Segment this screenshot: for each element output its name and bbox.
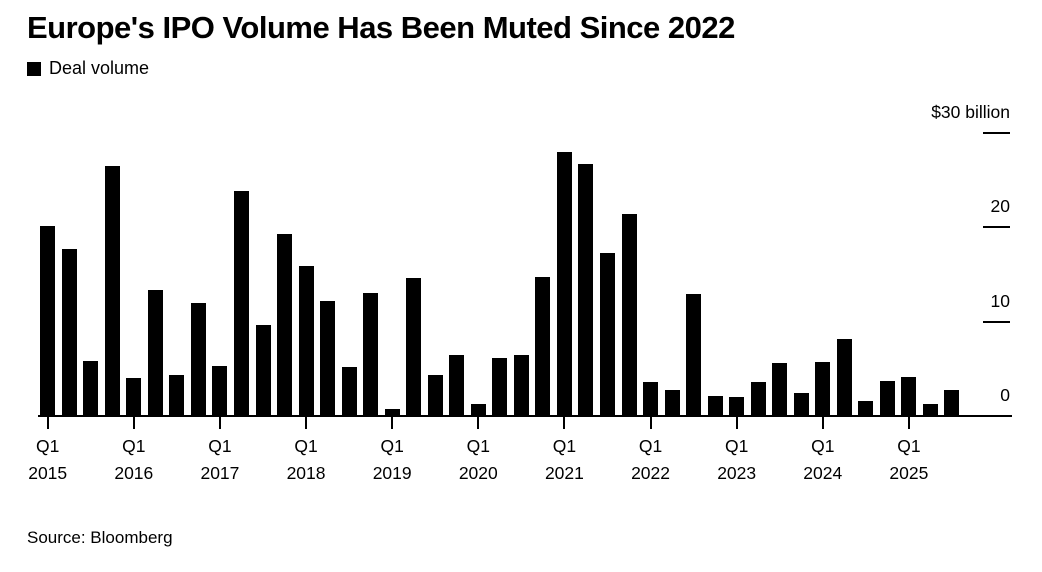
y-axis-tick-10 bbox=[983, 320, 1010, 323]
bar-q3-2017 bbox=[255, 325, 271, 416]
bar-q2-2016 bbox=[147, 290, 163, 416]
bar-q2-2015 bbox=[61, 248, 77, 416]
x-axis-tick-2020 bbox=[477, 417, 480, 429]
bar-q1-2021 bbox=[556, 152, 572, 416]
bar-q2-2024 bbox=[836, 339, 852, 416]
y-axis-label-10: 10 bbox=[990, 290, 1010, 311]
x-axis-tick-2022 bbox=[649, 417, 652, 429]
bar-q2-2020 bbox=[492, 358, 508, 416]
bar-q4-2023 bbox=[793, 393, 809, 416]
legend: Deal volume bbox=[27, 58, 149, 79]
x-axis-label-2021: Q1 2021 bbox=[544, 436, 584, 483]
y-axis-label-0: 0 bbox=[1000, 385, 1010, 405]
bar-q4-2022 bbox=[707, 396, 723, 416]
legend-swatch-icon bbox=[27, 61, 41, 76]
x-axis-tick-2019 bbox=[391, 417, 394, 429]
x-axis-label-2017: Q1 2017 bbox=[200, 436, 240, 483]
y-axis-label-20: 20 bbox=[990, 196, 1010, 216]
x-axis-label-2015: Q1 2015 bbox=[28, 436, 68, 483]
bar-q4-2015 bbox=[104, 165, 120, 416]
x-axis-tick-2025 bbox=[907, 417, 910, 429]
x-axis-label-2023: Q1 2023 bbox=[717, 436, 757, 483]
bar-q3-2022 bbox=[686, 294, 702, 416]
bar-q3-2024 bbox=[858, 400, 874, 416]
chart-title: Europe's IPO Volume Has Been Muted Since… bbox=[27, 10, 735, 45]
x-axis-label-2016: Q1 2016 bbox=[114, 436, 154, 483]
bar-q4-2020 bbox=[535, 277, 551, 416]
bar-q3-2016 bbox=[169, 375, 185, 416]
source-attribution: Source: Bloomberg bbox=[27, 528, 173, 547]
x-axis-label-2019: Q1 2019 bbox=[372, 436, 412, 483]
y-axis-tick-30 bbox=[983, 131, 1010, 134]
bar-q1-2025 bbox=[901, 377, 917, 416]
x-axis-tick-2016 bbox=[132, 417, 135, 429]
x-axis-label-2025: Q1 2025 bbox=[889, 436, 929, 483]
bar-q4-2024 bbox=[879, 381, 895, 416]
x-axis-tick-2024 bbox=[821, 417, 824, 429]
x-axis-tick-2015 bbox=[46, 417, 49, 429]
x-axis-tick-2023 bbox=[735, 417, 738, 429]
y-axis-tick-20 bbox=[983, 226, 1010, 228]
bar-q4-2017 bbox=[277, 233, 293, 416]
x-axis-label-2018: Q1 2018 bbox=[286, 436, 326, 483]
y-axis-label-30: $30 billion bbox=[931, 101, 1010, 122]
bar-q4-2018 bbox=[363, 293, 379, 416]
bar-q1-2015 bbox=[40, 226, 56, 416]
bar-q1-2017 bbox=[212, 365, 228, 416]
legend-label: Deal volume bbox=[49, 58, 150, 78]
bar-q3-2021 bbox=[599, 252, 615, 416]
bar-q1-2020 bbox=[470, 403, 486, 416]
bar-q3-2015 bbox=[83, 361, 99, 416]
bar-q4-2019 bbox=[449, 354, 465, 416]
bar-q1-2023 bbox=[729, 397, 745, 416]
bar-q3-2020 bbox=[513, 354, 529, 416]
x-axis-line bbox=[38, 415, 1012, 417]
bar-q1-2019 bbox=[384, 409, 400, 416]
bar-q4-2021 bbox=[621, 213, 637, 416]
bar-q2-2025 bbox=[922, 403, 938, 416]
bar-q2-2023 bbox=[750, 381, 766, 416]
x-axis-tick-2021 bbox=[563, 417, 566, 429]
bar-q2-2021 bbox=[578, 163, 594, 416]
bar-q1-2024 bbox=[815, 362, 831, 416]
bar-q3-2023 bbox=[772, 363, 788, 416]
bar-q2-2018 bbox=[320, 300, 336, 416]
bar-q2-2019 bbox=[406, 278, 422, 416]
bar-q3-2019 bbox=[427, 375, 443, 416]
bar-q2-2022 bbox=[664, 389, 680, 416]
bar-q3-2018 bbox=[341, 366, 357, 416]
x-axis-label-2022: Q1 2022 bbox=[631, 436, 670, 483]
bar-q1-2018 bbox=[298, 265, 314, 416]
x-axis-tick-2018 bbox=[305, 417, 308, 429]
x-axis-tick-2017 bbox=[218, 417, 221, 429]
bar-q1-2022 bbox=[643, 381, 659, 416]
bar-q3-2025 bbox=[944, 389, 960, 416]
bar-q1-2016 bbox=[126, 378, 142, 416]
x-axis-label-2024: Q1 2024 bbox=[803, 436, 843, 483]
bar-q4-2016 bbox=[190, 302, 206, 416]
bar-q2-2017 bbox=[233, 191, 249, 416]
x-axis-label-2020: Q1 2020 bbox=[458, 436, 498, 483]
